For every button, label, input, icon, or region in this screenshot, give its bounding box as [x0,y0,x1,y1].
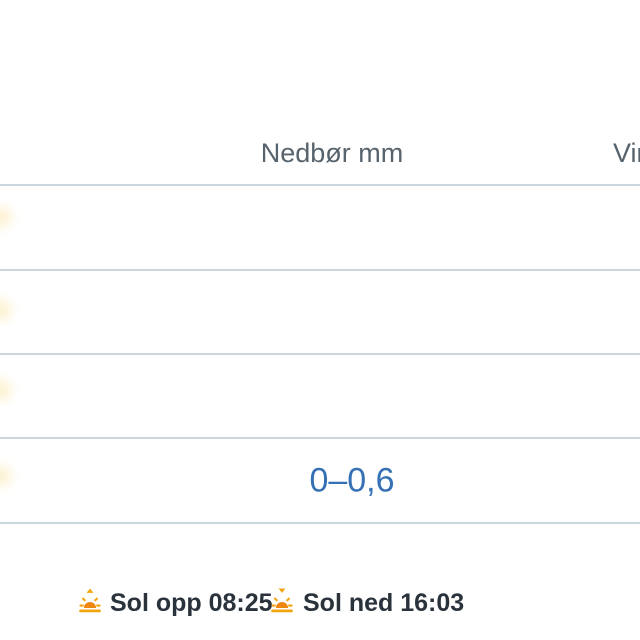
cropped-weather-icon [0,200,18,234]
sunset-icon [271,588,293,613]
column-header-wind: Vind [613,138,640,168]
row-divider [0,437,640,439]
sunrise-icon [79,588,101,613]
cropped-weather-icon [0,373,18,407]
precipitation-value: 0–0,6 [309,461,395,499]
column-header-precipitation: Nedbør mm [260,138,404,168]
row-divider [0,353,640,355]
forecast-row-2 [0,271,640,353]
sunrise-label: Sol opp 08:25 [110,589,273,617]
forecast-row-1 [0,186,640,269]
row-divider [0,184,640,186]
cropped-weather-icon [0,293,18,327]
sunset-label: Sol ned 16:03 [303,589,465,617]
forecast-row-4: 0–0,6 [0,439,640,522]
forecast-row-3 [0,355,640,437]
row-divider [0,522,640,524]
sun-info-bar: Sol opp 08:25 Sol ned 16:03 [0,585,640,619]
cropped-weather-icon [0,459,18,493]
row-divider [0,269,640,271]
